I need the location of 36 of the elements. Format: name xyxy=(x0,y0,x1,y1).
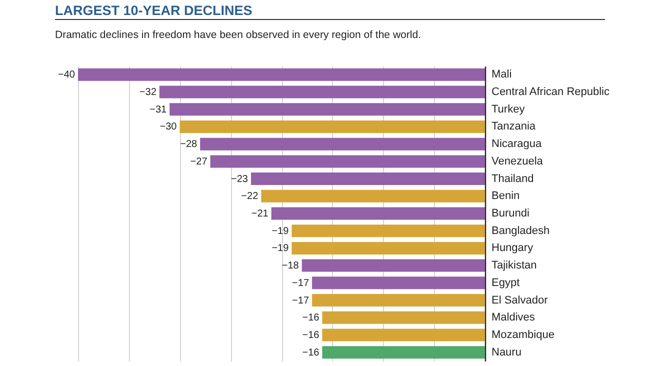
y-tick-label: Hungary xyxy=(492,242,534,254)
data-label: −19 xyxy=(272,243,290,254)
data-label: −16 xyxy=(302,330,320,341)
y-tick-label: Mozambique xyxy=(492,328,554,341)
y-tick-label: Mali xyxy=(492,68,512,81)
data-label: −17 xyxy=(292,295,310,306)
y-tick-label: Egypt xyxy=(492,276,520,289)
data-label: −17 xyxy=(292,278,310,289)
data-label: −16 xyxy=(302,347,320,358)
data-label: −30 xyxy=(160,122,178,133)
y-tick-label: El Salvador xyxy=(492,294,548,306)
y-tick-label: Venezuela xyxy=(492,155,544,168)
y-tick-label: Tajikistan xyxy=(492,260,537,272)
y-tick-label: Tanzania xyxy=(492,120,536,133)
data-label: −16 xyxy=(302,312,320,324)
y-tick-label: Burundi xyxy=(492,208,530,220)
chart-subtitle: Dramatic declines in freedom have been observed in every region of the world. xyxy=(55,29,421,41)
y-tick-label: Bangladesh xyxy=(492,224,550,237)
data-label: −27 xyxy=(190,156,208,168)
data-label: −28 xyxy=(180,139,198,150)
data-label: −18 xyxy=(282,260,300,272)
data-label: −40 xyxy=(58,70,76,81)
data-label: −32 xyxy=(139,87,157,98)
data-label: −19 xyxy=(272,226,290,237)
data-label: −31 xyxy=(150,104,168,116)
y-tick-label: Maldives xyxy=(492,312,536,324)
y-tick-label: Thailand xyxy=(492,172,534,185)
data-label: −22 xyxy=(241,191,259,202)
y-tick-label: Central African Republic xyxy=(492,86,610,98)
data-label: −23 xyxy=(231,174,248,185)
chart-title: LARGEST 10-YEAR DECLINES xyxy=(55,3,252,18)
y-tick-label: Turkey xyxy=(492,103,526,116)
y-tick-label: Nauru xyxy=(492,346,522,358)
data-label: −21 xyxy=(251,208,269,220)
y-tick-label: Nicaragua xyxy=(492,138,543,150)
y-tick-label: Benin xyxy=(492,190,520,202)
